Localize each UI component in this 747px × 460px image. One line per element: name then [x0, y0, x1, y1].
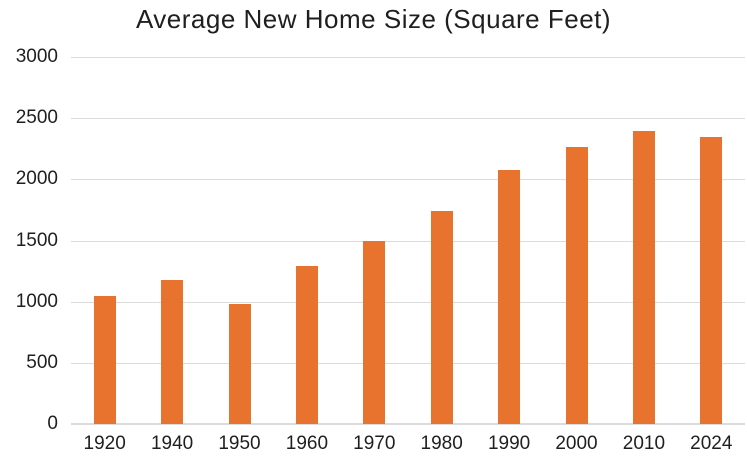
- gridline-3000: [71, 57, 745, 58]
- x-axis-labels: 1920 1940 1950 1960 1970 1980 1990 2000 2010 2024: [0, 433, 747, 457]
- gridline-2500: [71, 118, 745, 120]
- bar-1960: [295, 266, 318, 424]
- y-tick-label-1500: 1500: [15, 229, 58, 251]
- bar-1920: [93, 295, 116, 424]
- y-tick-label-3000: 3000: [15, 46, 58, 67]
- x-tick-label-2024: 2024: [690, 433, 733, 454]
- y-tick-label-2500: 2500: [15, 107, 58, 129]
- bar-1940: [161, 280, 184, 424]
- x-tick-label-2000: 2000: [555, 433, 598, 454]
- plot-area: [71, 57, 745, 425]
- y-tick-label-0: 0: [47, 413, 58, 434]
- x-tick-label-1940: 1940: [150, 433, 194, 454]
- y-axis-labels: 0 500 1000 1500 2000 2500 3000: [0, 0, 58, 460]
- gridline-0: [71, 423, 745, 425]
- gridline-2000: [71, 179, 745, 181]
- bar-2000: [565, 146, 588, 424]
- x-tick-label-1950: 1950: [218, 433, 261, 454]
- x-tick-label-1960: 1960: [285, 433, 329, 454]
- bar-2010: [632, 131, 655, 424]
- x-tick-label-2010: 2010: [622, 433, 666, 454]
- bar-2024: [700, 136, 723, 424]
- y-tick-label-2000: 2000: [15, 168, 58, 190]
- x-tick-label-1920: 1920: [83, 433, 126, 454]
- gridline-1000: [71, 301, 745, 303]
- x-tick-label-1970: 1970: [353, 433, 396, 454]
- x-tick-label-1980: 1980: [420, 433, 463, 454]
- gridline-1500: [71, 240, 745, 242]
- y-tick-label-1000: 1000: [15, 290, 58, 312]
- x-tick-label-1990: 1990: [487, 433, 531, 454]
- bar-1970: [363, 240, 386, 424]
- bar-1980: [430, 211, 453, 424]
- bar-1950: [228, 303, 251, 424]
- chart-title: Average New Home Size (Square Feet): [135, 4, 612, 34]
- y-tick-label-500: 500: [26, 351, 58, 373]
- gridline-500: [71, 362, 745, 364]
- bar-1990: [498, 169, 521, 424]
